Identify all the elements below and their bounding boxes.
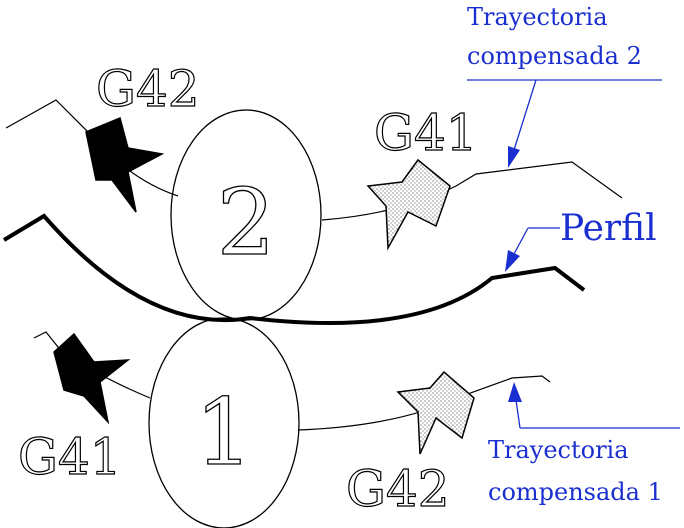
code-bottom-left: G41	[18, 428, 122, 486]
code-top-right: G41	[374, 104, 478, 162]
label-path-2-line2: compensada 2	[467, 42, 642, 70]
black-arrow-top-left	[85, 116, 165, 213]
tool-2-circle	[170, 109, 322, 321]
tool-1-number: 1	[195, 379, 254, 486]
label-path-2-line1: Trayectoria	[467, 3, 608, 31]
tool-2-number: 2	[217, 169, 276, 276]
label-path-1-line2: compensada 1	[488, 478, 663, 506]
profile-curve	[2, 213, 586, 325]
tool-1-circle	[148, 317, 300, 528]
callout-leader-2	[513, 79, 537, 151]
code-top-left: G42	[96, 60, 200, 118]
dotted-arrow-top-right	[366, 158, 451, 251]
callout-arrowhead-2	[508, 146, 520, 168]
dotted-arrow-bottom-right	[396, 370, 475, 455]
callout-arrowhead-1	[508, 382, 522, 402]
label-path-1-line1: Trayectoria	[488, 436, 629, 464]
label-profile: Perfil	[560, 208, 657, 249]
black-arrow-bottom-left	[53, 332, 131, 425]
callout-leader-1	[515, 399, 521, 429]
code-bottom-right: G42	[346, 460, 450, 518]
callout-arrowhead-profile	[505, 250, 520, 272]
callout-leader-profile	[513, 227, 529, 255]
